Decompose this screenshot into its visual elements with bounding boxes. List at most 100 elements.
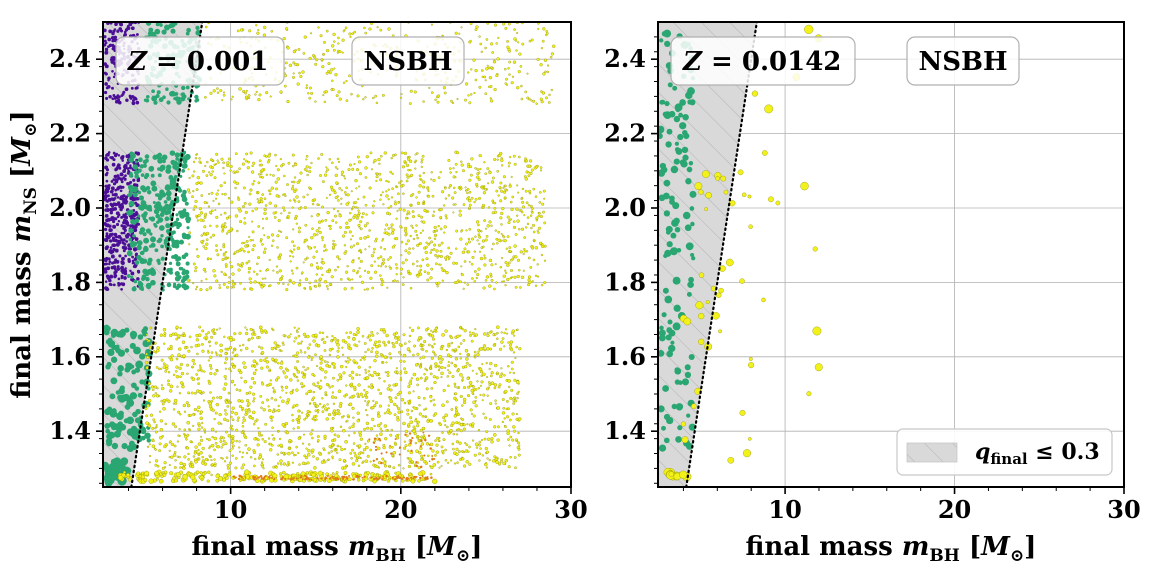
data-point xyxy=(368,338,372,342)
data-point xyxy=(322,94,325,97)
data-point xyxy=(252,371,257,376)
data-point xyxy=(351,278,354,281)
data-point xyxy=(116,267,121,271)
data-point xyxy=(279,90,283,94)
data-point xyxy=(504,82,507,85)
data-point xyxy=(462,397,467,402)
data-point xyxy=(137,214,141,218)
data-point xyxy=(154,448,157,451)
data-point xyxy=(142,213,147,218)
data-point xyxy=(230,200,234,204)
data-point xyxy=(370,374,374,378)
data-point xyxy=(356,330,360,334)
data-point xyxy=(208,192,211,196)
data-point xyxy=(321,410,325,414)
data-point xyxy=(425,349,428,353)
data-point xyxy=(449,184,452,187)
data-point xyxy=(274,204,278,208)
data-point xyxy=(342,81,346,84)
data-point xyxy=(419,231,422,235)
data-point xyxy=(239,220,243,224)
data-point xyxy=(529,204,533,208)
data-point xyxy=(350,286,354,290)
data-point xyxy=(112,224,117,229)
data-point xyxy=(476,273,480,277)
data-point xyxy=(236,29,240,33)
data-point xyxy=(110,356,118,363)
data-point xyxy=(192,208,195,211)
data-point xyxy=(412,247,415,250)
data-point xyxy=(420,215,424,219)
data-point xyxy=(512,371,515,375)
data-point xyxy=(460,26,463,29)
data-point xyxy=(249,327,253,331)
data-point xyxy=(412,353,415,357)
data-point xyxy=(146,355,150,359)
data-point xyxy=(320,236,324,239)
data-point xyxy=(350,208,354,211)
data-point xyxy=(520,84,523,88)
data-point xyxy=(363,393,368,398)
data-point xyxy=(476,185,479,188)
data-point xyxy=(260,168,264,172)
data-point xyxy=(441,403,445,408)
data-point xyxy=(388,265,391,268)
data-point xyxy=(497,194,500,197)
data-point xyxy=(486,224,490,228)
data-point xyxy=(471,425,475,428)
data-point xyxy=(423,270,427,274)
data-point xyxy=(494,333,497,336)
data-point xyxy=(440,465,443,468)
data-point xyxy=(208,210,212,214)
data-point xyxy=(359,451,363,454)
data-point xyxy=(292,354,295,357)
data-point xyxy=(120,287,123,291)
data-point xyxy=(342,428,346,433)
data-point xyxy=(435,281,439,285)
data-point xyxy=(427,210,430,213)
data-point xyxy=(436,285,439,288)
data-point xyxy=(531,207,534,210)
data-point xyxy=(433,343,436,345)
data-point xyxy=(211,408,215,412)
data-point xyxy=(158,97,164,103)
data-point xyxy=(385,223,389,227)
data-point xyxy=(496,325,500,329)
data-point xyxy=(343,447,347,451)
data-point xyxy=(333,433,337,437)
data-point xyxy=(248,391,252,395)
data-point xyxy=(291,153,295,157)
data-point xyxy=(169,182,174,187)
data-point xyxy=(214,411,218,415)
data-point xyxy=(163,461,167,465)
data-point xyxy=(334,473,339,478)
data-point xyxy=(264,277,267,280)
data-point xyxy=(177,410,181,414)
data-point xyxy=(300,382,304,386)
data-point xyxy=(105,232,109,236)
data-point xyxy=(114,248,119,253)
data-point xyxy=(503,331,506,335)
data-point xyxy=(311,372,315,376)
data-point xyxy=(409,169,412,172)
data-point xyxy=(313,246,316,249)
data-point xyxy=(509,155,512,159)
data-point xyxy=(515,413,519,416)
data-point xyxy=(137,270,141,274)
data-point xyxy=(210,351,214,354)
data-point xyxy=(400,93,403,96)
data-point xyxy=(178,366,182,370)
data-point xyxy=(424,245,428,249)
data-point xyxy=(375,179,378,182)
data-point xyxy=(234,466,238,470)
data-point xyxy=(379,178,383,182)
data-point xyxy=(248,235,251,238)
data-point xyxy=(422,180,426,184)
data-point xyxy=(286,398,291,402)
data-point xyxy=(241,241,244,245)
data-point xyxy=(510,360,514,364)
data-point xyxy=(209,367,213,370)
data-point xyxy=(386,387,390,391)
data-point xyxy=(482,344,487,348)
data-point xyxy=(178,210,183,215)
